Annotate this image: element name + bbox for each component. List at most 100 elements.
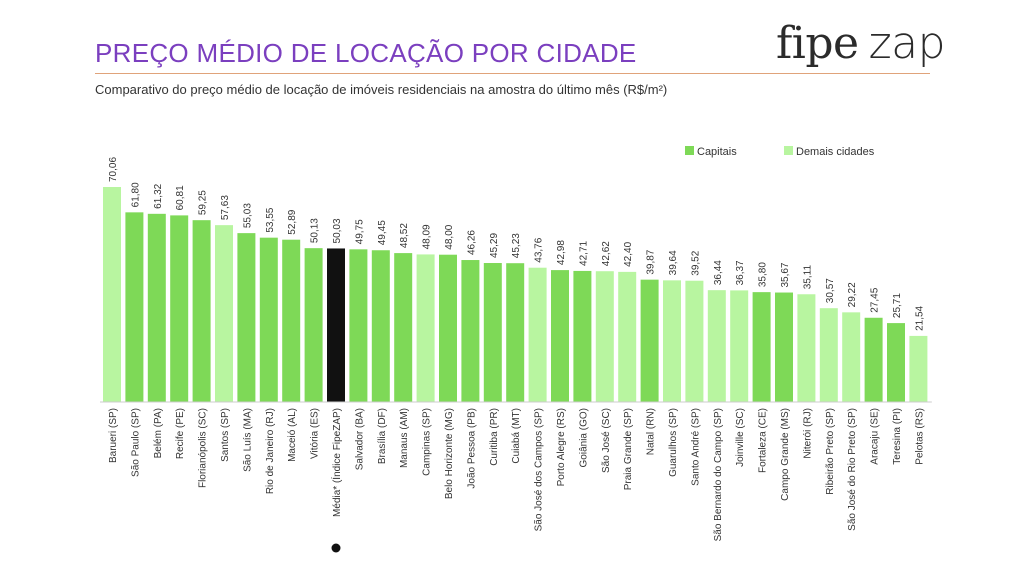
bar-5 (215, 225, 233, 402)
data-label-18: 45,23 (511, 233, 522, 258)
bar-27 (707, 290, 726, 402)
category-label-9: Vitória (ES) (310, 408, 321, 459)
category-label-15: Belo Horizonte (MG) (444, 408, 455, 499)
bar-6 (237, 233, 256, 402)
category-label-12: Brasília (DF) (377, 408, 388, 464)
bar-24 (640, 279, 659, 402)
category-label-28: Joinville (SC) (735, 408, 746, 467)
logo-part-fipe: fipe (776, 18, 859, 69)
category-label-17: Curitiba (PR) (489, 408, 500, 466)
category-label-0: Barueri (SP) (108, 408, 119, 463)
data-label-4: 59,25 (198, 190, 209, 215)
category-label-14: Campinas (SP) (422, 408, 433, 476)
category-label-3: Recife (PE) (175, 408, 186, 459)
media-marker-dot (331, 543, 341, 553)
category-label-7: Rio de Janeiro (RJ) (265, 408, 276, 494)
data-label-11: 49,75 (354, 219, 365, 244)
bar-32 (819, 308, 838, 402)
data-label-19: 43,76 (534, 237, 545, 262)
bar-0 (103, 187, 121, 402)
category-label-5: Santos (SP) (220, 408, 231, 462)
category-label-10: Média* (Índice FipeZAP) (330, 408, 343, 517)
category-label-20: Porto Alegre (RS) (556, 408, 567, 486)
bar-34 (864, 317, 883, 402)
data-label-22: 42,62 (601, 241, 612, 266)
data-label-21: 42,71 (578, 240, 589, 265)
data-label-12: 49,45 (377, 220, 388, 245)
category-label-34: Aracaju (SE) (870, 408, 881, 465)
data-label-29: 35,80 (758, 262, 769, 287)
bar-26 (685, 280, 704, 402)
data-label-8: 52,89 (287, 209, 298, 234)
data-label-32: 30,57 (825, 278, 836, 303)
data-label-0: 70,06 (108, 157, 119, 182)
data-label-27: 36,44 (713, 260, 724, 285)
data-label-6: 55,03 (242, 203, 253, 228)
category-label-31: Niterói (RJ) (802, 408, 813, 459)
data-label-36: 21,54 (914, 305, 925, 330)
category-label-26: Santo André (SP) (690, 408, 701, 486)
bar-28 (730, 290, 749, 402)
data-label-26: 39,52 (690, 250, 701, 275)
legend-swatch-demais (784, 146, 793, 155)
bar-17 (483, 263, 502, 402)
category-label-23: Praia Grande (SP) (623, 408, 634, 490)
category-label-24: Natal (RN) (646, 408, 657, 455)
bar-33 (842, 312, 861, 402)
logo-part-zap: zap (868, 18, 946, 69)
bar-35 (887, 323, 905, 402)
data-label-30: 35,67 (780, 262, 791, 287)
bar-8 (282, 239, 301, 402)
data-label-17: 45,29 (489, 233, 500, 258)
bar-16 (461, 260, 480, 402)
chart-subtitle: Comparativo do preço médio de locação de… (95, 82, 668, 97)
category-label-35: Teresina (PI) (892, 408, 903, 465)
category-label-32: Ribeirão Preto (SP) (825, 408, 836, 495)
category-label-11: Salvador (BA) (354, 408, 365, 470)
legend-label-demais: Demais cidades (796, 146, 875, 158)
bar-13 (394, 253, 413, 402)
bar-25 (663, 280, 681, 402)
data-label-14: 48,09 (422, 224, 433, 249)
data-label-5: 57,63 (220, 195, 231, 220)
data-label-28: 36,37 (735, 260, 746, 285)
bar-31 (797, 294, 816, 402)
data-label-16: 46,26 (466, 230, 477, 255)
bar-9 (304, 248, 323, 402)
category-label-1: São Paulo (SP) (130, 408, 141, 477)
category-label-16: João Pessoa (PB) (466, 408, 477, 489)
data-label-23: 42,40 (623, 241, 634, 266)
bar-4 (192, 220, 211, 402)
bar-10 (327, 248, 345, 402)
bar-15 (439, 254, 457, 402)
bar-2 (147, 213, 166, 402)
data-label-9: 50,13 (310, 218, 321, 243)
data-label-34: 27,45 (870, 287, 881, 312)
category-label-13: Manaus (AM) (399, 408, 410, 468)
data-label-35: 25,71 (892, 293, 903, 318)
bar-14 (416, 254, 435, 402)
bar-36 (909, 335, 928, 402)
data-label-1: 61,80 (130, 182, 141, 207)
category-label-27: São Bernardo do Campo (SP) (713, 408, 724, 541)
data-label-33: 29,22 (847, 282, 858, 307)
category-label-21: Goiânia (GO) (578, 408, 589, 467)
legend-swatch-capital (685, 146, 694, 155)
data-label-10: 50,03 (332, 218, 343, 243)
data-label-7: 53,55 (265, 207, 276, 232)
category-label-2: Belém (PA) (153, 408, 164, 458)
data-label-25: 39,64 (668, 250, 679, 275)
bar-1 (125, 212, 144, 402)
legend-label-capital: Capitais (697, 146, 737, 158)
bar-21 (573, 270, 592, 402)
category-label-29: Fortaleza (CE) (758, 408, 769, 473)
bar-12 (371, 250, 390, 402)
category-label-36: Pelotas (RS) (914, 408, 925, 465)
data-label-3: 60,81 (175, 185, 186, 210)
bar-11 (349, 249, 368, 402)
fipezap-logo: fipe zap (776, 18, 946, 69)
category-label-25: Guarulhos (SP) (668, 408, 679, 477)
category-label-18: Cuiabá (MT) (511, 408, 522, 464)
bar-7 (259, 237, 278, 402)
